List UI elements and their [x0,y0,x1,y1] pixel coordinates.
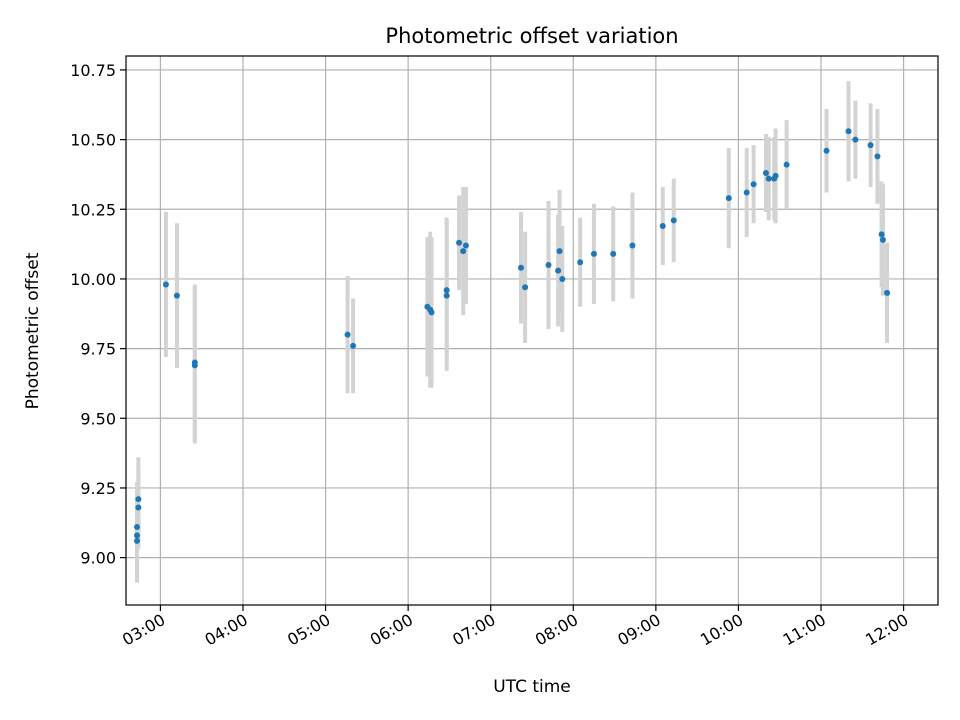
data-point [852,136,859,143]
data-point [823,147,830,154]
data-point [783,161,790,168]
data-point [173,292,180,299]
x-axis: 03:00 04:00 05:00 06:00 07:00 08:00 09:00 10:00… [119,605,912,650]
data-point [772,172,779,179]
data-point [845,128,852,135]
data-point [610,250,617,257]
x-tick-label: 07:00 [449,610,498,650]
data-point [556,248,563,255]
data-point [428,309,435,316]
data-point [522,284,529,291]
x-tick-label: 03:00 [119,610,168,650]
y-tick-label: 9.00 [80,549,116,568]
y-tick-label: 10.50 [70,131,116,150]
y-tick-label: 9.75 [80,340,116,359]
data-point [629,242,636,249]
data-point [460,248,467,255]
data-point [134,537,141,544]
data-point [443,292,450,299]
data-point [134,523,141,530]
data-point [577,259,584,266]
x-tick-label: 11:00 [780,610,829,650]
x-tick-label: 09:00 [614,610,663,650]
error-bars [135,81,890,583]
data-point [884,289,891,296]
data-points [134,128,891,544]
data-point [191,362,198,369]
data-point [135,504,142,511]
y-tick-label: 10.75 [70,61,116,80]
x-tick-label: 04:00 [202,610,251,650]
data-point [555,267,562,274]
data-point [344,331,351,338]
x-tick-label: 12:00 [862,610,911,650]
x-axis-label: UTC time [493,677,571,697]
x-tick-label: 10:00 [697,610,746,650]
data-point [867,142,874,149]
x-tick-label: 08:00 [532,610,581,650]
y-tick-label: 9.50 [80,409,116,428]
data-point [765,175,772,182]
data-point [456,239,463,246]
data-point [725,195,732,202]
y-axis: 9.00 9.25 9.50 9.75 10.00 10.25 10.50 10.75 [70,61,126,568]
data-point [743,189,750,196]
data-point [670,217,677,224]
plot-frame [125,55,939,606]
data-point [135,496,142,503]
y-tick-label: 9.25 [80,479,116,498]
data-point [878,231,885,238]
data-point [462,242,469,249]
y-tick-label: 10.25 [70,200,116,219]
x-tick-label: 06:00 [367,610,416,650]
data-point [350,342,357,349]
grid-lines [126,56,938,605]
data-point [590,250,597,257]
data-point [517,264,524,271]
y-tick-label: 10.00 [70,270,116,289]
data-point [659,222,666,229]
y-axis-label: Photometric offset [23,252,43,409]
data-point [874,153,881,160]
data-point [559,275,566,282]
data-point [545,262,552,269]
data-point [762,170,769,177]
data-point [162,281,169,288]
data-point [443,287,450,294]
chart-title: Photometric offset variation [385,24,678,48]
x-tick-label: 05:00 [284,610,333,650]
data-point [134,532,141,539]
data-point [750,181,757,188]
data-point [879,236,886,243]
